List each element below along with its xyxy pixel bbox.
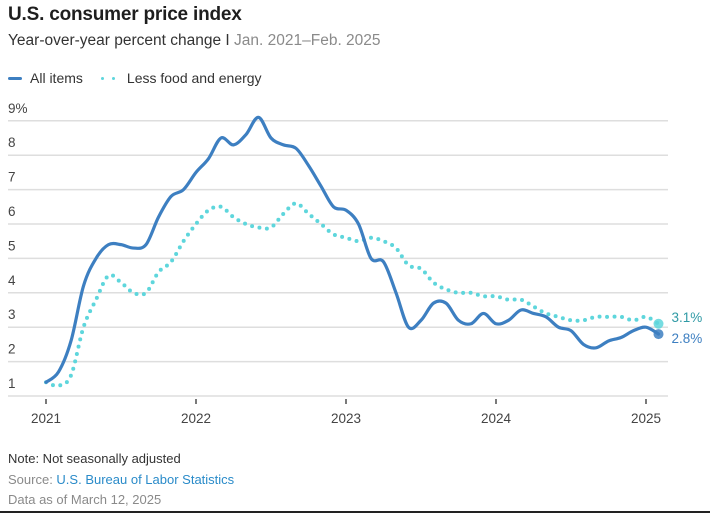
data-as-of: Data as of March 12, 2025 (8, 492, 162, 507)
source-label: Source: (8, 472, 57, 487)
y-tick-label: 1 (8, 376, 16, 391)
y-tick-label: 4 (8, 273, 16, 288)
chart-subtitle: Year-over-year percent change I Jan. 202… (8, 32, 381, 50)
y-tick-label: 7 (8, 170, 16, 185)
subtitle-main: Year-over-year percent change I (8, 32, 235, 49)
legend: All items Less food and energy (8, 70, 280, 86)
legend-label-all-items: All items (30, 70, 83, 86)
series-line-all-items (44, 115, 661, 384)
x-tick-label: 2025 (631, 411, 661, 426)
legend-item-all-items: All items (8, 70, 83, 86)
x-tick-label: 2022 (181, 411, 211, 426)
end-label-core: 3.1% (672, 310, 703, 325)
source-link[interactable]: U.S. Bureau of Labor Statistics (56, 472, 235, 487)
source-line: Source: U.S. Bureau of Labor Statistics (8, 472, 234, 487)
legend-swatch-dotted-line-icon (100, 76, 115, 80)
y-tick-label: 5 (8, 238, 16, 253)
y-tick-label: 9% (8, 101, 28, 116)
end-marker-core (653, 318, 664, 329)
end-label-all-items: 2.8% (672, 331, 703, 346)
gridlines (8, 120, 668, 397)
series-line-core (44, 201, 661, 388)
x-tick-label: 2023 (331, 411, 361, 426)
y-axis-tick-labels: 1 2 3 4 5 6 7 8 9% (8, 101, 28, 391)
end-markers: 2.8% 3.1% (653, 310, 703, 346)
footnote: Note: Not seasonally adjusted (8, 451, 181, 466)
y-tick-label: 8 (8, 135, 16, 150)
legend-swatch-solid-line-icon (8, 76, 22, 80)
bottom-rule (0, 511, 710, 513)
x-tick-label: 2021 (31, 411, 61, 426)
legend-label-core: Less food and energy (126, 70, 262, 86)
x-tick-label: 2024 (481, 411, 512, 426)
chart-title: U.S. consumer price index (8, 4, 242, 25)
y-tick-label: 3 (8, 307, 16, 322)
line-chart: 1 2 3 4 5 6 7 8 9% 2021 2022 2023 2024 2025 2.8% 3.1% (8, 101, 703, 426)
y-tick-label: 2 (8, 342, 16, 357)
subtitle-date-range: Jan. 2021–Feb. 2025 (234, 32, 381, 49)
series-lines (44, 115, 661, 388)
legend-item-core: Less food and energy (100, 70, 262, 86)
end-marker-all-items (653, 329, 664, 340)
x-axis-ticks: 2021 2022 2023 2024 2025 (31, 399, 661, 426)
y-tick-label: 6 (8, 204, 16, 219)
